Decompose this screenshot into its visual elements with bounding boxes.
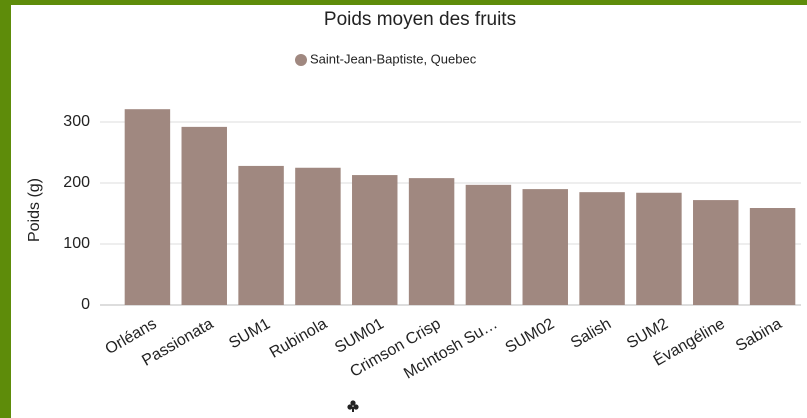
y-axis-label: Poids (g) xyxy=(26,178,43,242)
bar xyxy=(124,109,171,305)
y-tick-label: 100 xyxy=(63,235,90,252)
frame-top xyxy=(0,0,807,5)
bar xyxy=(636,192,682,305)
bar xyxy=(238,165,284,305)
bar xyxy=(408,178,455,305)
club-icon xyxy=(347,400,359,412)
legend-label: Saint-Jean-Baptiste, Quebec xyxy=(310,51,477,66)
legend-marker xyxy=(295,54,307,66)
bar xyxy=(181,126,227,305)
y-tick-label: 0 xyxy=(81,296,90,313)
y-tick-label: 300 xyxy=(63,113,90,130)
y-tick-label: 200 xyxy=(63,174,90,191)
bar xyxy=(352,175,398,305)
bar xyxy=(465,184,512,305)
bar xyxy=(579,192,625,305)
chart-title: Poids moyen des fruits xyxy=(324,9,516,30)
bar xyxy=(295,167,341,305)
frame-left xyxy=(0,0,11,418)
bar xyxy=(749,208,796,305)
bar xyxy=(522,189,568,305)
bar xyxy=(693,200,739,305)
